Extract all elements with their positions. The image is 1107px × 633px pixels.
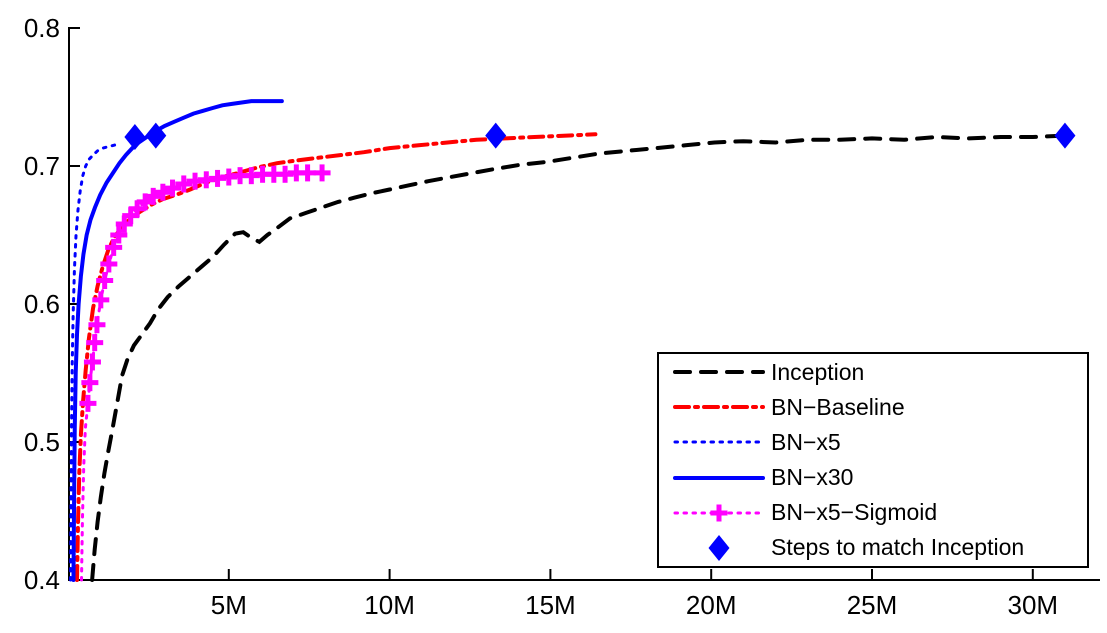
bn-x5-sigmoid-line-sample-icon [673,504,765,522]
steps-to-match-diamond-sample-icon [708,534,730,561]
x-tick-label-15M: 15M [525,590,576,620]
plus-marker-bn-x5-sigmoid [83,353,101,371]
plus-marker-bn-x5-sigmoid [79,394,97,412]
series-steps-to-match-inception [124,122,1076,151]
x-tick-label-5M: 5M [211,590,247,620]
chart-legend: Inception BN−Baseline BN−x5 BN−x30 BN−x5… [657,352,1089,568]
series-bn-x30 [71,99,284,582]
series-bn-x5-sigmoid [79,164,331,582]
x-tick-label-20M: 20M [686,590,737,620]
sample-diamond-steps-to-match-inception [708,534,730,561]
diamond-marker-steps-to-match-inception [145,122,167,149]
y-tick-label-0.6: 0.6 [24,289,60,319]
legend-label-steps-to-match: Steps to match Inception [771,534,1025,561]
plus-marker-bn-x5-sigmoid [144,187,162,205]
bn-baseline-line-sample-icon [673,405,765,410]
plus-marker-bn-x5-sigmoid [105,238,123,256]
plus-marker-bn-x5-sigmoid [175,175,193,193]
series-line-bn-x5-sigmoid [80,171,324,582]
bn-x30-line-sample-icon [673,475,765,480]
series-line-bn-x30 [71,99,284,582]
diamond-marker-steps-to-match-inception [485,122,507,149]
legend-label-bn-x30: BN−x30 [771,464,854,491]
plus-marker-bn-x5-sigmoid [100,255,118,273]
series-line-inception [90,133,1067,582]
x-tick-label-30M: 30M [1008,590,1059,620]
plus-marker-bn-x5-sigmoid [81,374,99,392]
y-tick-label-0.4: 0.4 [24,565,60,595]
legend-entry-inception: Inception [659,355,1087,389]
plus-marker-bn-x5-sigmoid [299,164,317,182]
y-tick-label-0.5: 0.5 [24,427,60,457]
plus-marker-bn-x5-sigmoid [313,164,331,182]
x-tick-label-10M: 10M [364,590,415,620]
y-tick-label-0.8: 0.8 [24,13,60,43]
plus-marker-bn-x5-sigmoid [92,291,110,309]
series-bn-x5 [69,142,121,582]
plus-marker-bn-x5-sigmoid [154,183,172,201]
legend-label-bn-x5: BN−x5 [771,428,841,455]
x-tick-label-25M: 25M [847,590,898,620]
legend-entry-bn-x5: BN−x5 [659,425,1087,459]
plus-marker-bn-x5-sigmoid [88,316,106,334]
plus-marker-bn-x5-sigmoid [164,179,182,197]
bn-x5-line-sample-icon [673,440,765,444]
legend-entry-bn-x5-sigmoid: BN−x5−Sigmoid [659,496,1087,530]
legend-entry-bn-x30: BN−x30 [659,461,1087,495]
legend-label-bn-baseline: BN−Baseline [771,393,905,420]
plus-marker-bn-x5-sigmoid [96,272,114,290]
sample-plus-bn-x5-sigmoid [710,504,728,522]
series-inception [90,133,1067,582]
legend-label-inception: Inception [771,358,865,385]
y-tick-label-0.7: 0.7 [24,151,60,181]
legend-label-bn-x5-sigmoid: BN−x5−Sigmoid [771,499,938,526]
inception-line-sample-icon [673,370,765,375]
series-line-bn-x5 [69,142,121,582]
legend-entry-bn-baseline: BN−Baseline [659,390,1087,424]
legend-entry-steps-to-match: Steps to match Inception [659,531,1087,565]
plus-marker-bn-x5-sigmoid [86,334,104,352]
diamond-marker-steps-to-match-inception [124,124,146,151]
diamond-marker-steps-to-match-inception [1054,122,1076,149]
plus-marker-bn-x5-sigmoid [110,226,128,244]
